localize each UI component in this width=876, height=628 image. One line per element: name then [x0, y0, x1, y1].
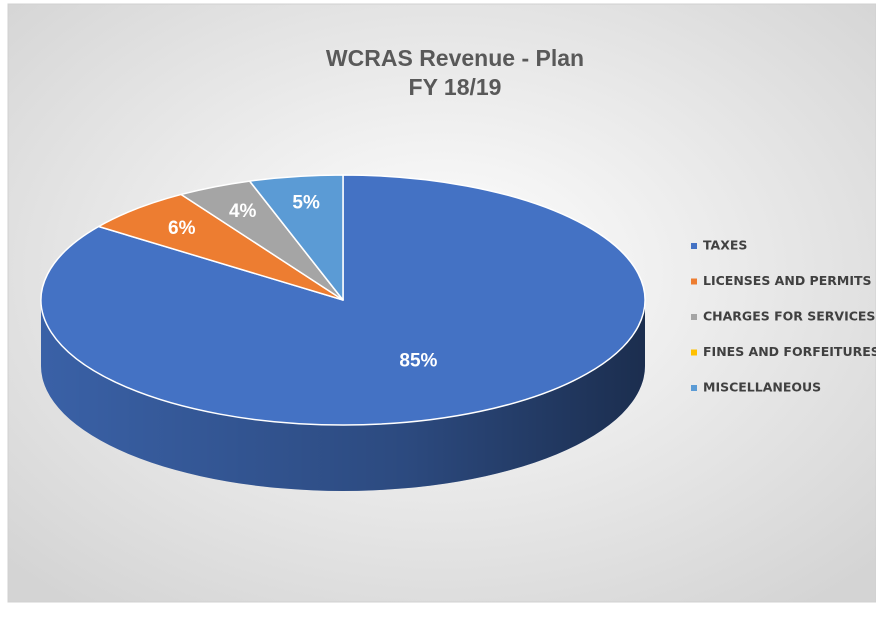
- data-label: 6%: [168, 218, 196, 239]
- data-label: 4%: [229, 201, 257, 222]
- legend-swatch: [691, 278, 697, 285]
- chart-title: WCRAS Revenue - Plan: [326, 45, 584, 71]
- data-label: 85%: [399, 350, 437, 371]
- data-label: 5%: [292, 193, 320, 214]
- legend-swatch: [691, 385, 697, 391]
- legend-swatch: [691, 314, 697, 320]
- legend-label: LICENSES AND PERMITS: [703, 273, 872, 288]
- pie-side-shade: [41, 300, 645, 491]
- pie-slice: [248, 174, 344, 301]
- legend-label: MISCELLANEOUS: [703, 380, 821, 395]
- legend-swatch: [691, 349, 697, 356]
- chart-subtitle: FY 18/19: [409, 74, 502, 100]
- legend-swatch: [691, 243, 697, 249]
- legend-label: TAXES: [703, 238, 747, 253]
- legend-label: CHARGES FOR SERVICES: [703, 309, 875, 324]
- legend-label: FINES AND FORFEITURES: [703, 344, 876, 359]
